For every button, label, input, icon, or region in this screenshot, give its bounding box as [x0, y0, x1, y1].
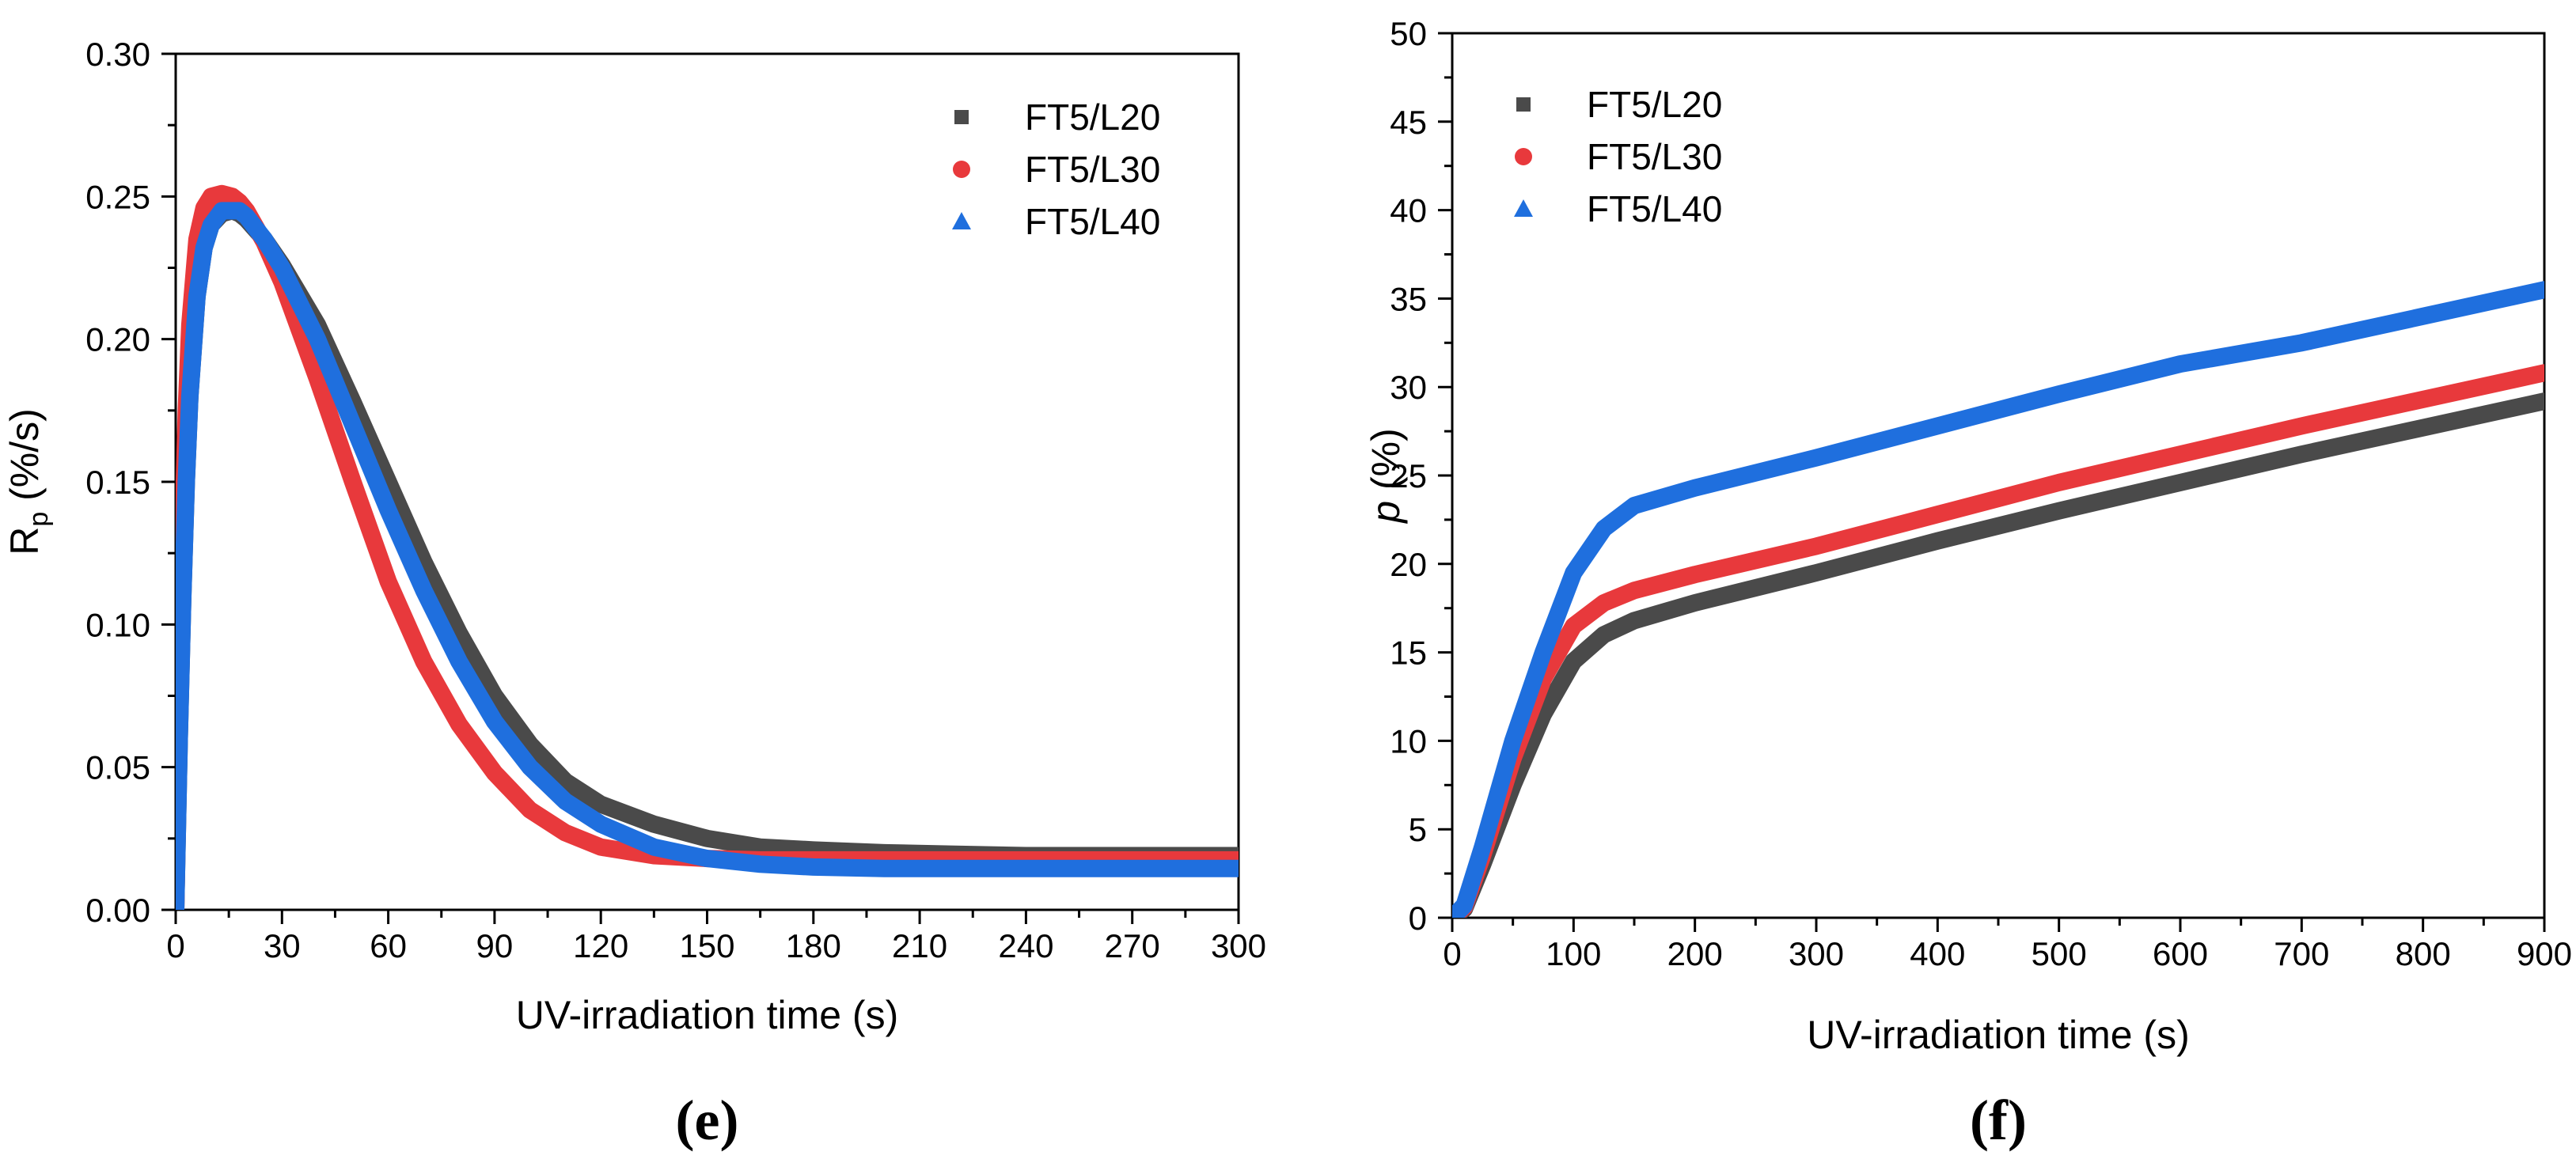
- y-axis-label-sub: p: [24, 512, 54, 527]
- x-tick-label: 800: [2396, 935, 2451, 972]
- x-tick-label: 60: [370, 927, 407, 964]
- x-tick-label: 240: [998, 927, 1053, 964]
- y-tick-label: 5: [1409, 811, 1427, 848]
- legend-marker-square-ft5-l20: [1516, 97, 1531, 112]
- y-axis-label: p (%): [1364, 428, 1408, 524]
- x-tick-label: 500: [2032, 935, 2087, 972]
- legend-marker-circle-ft5-l30: [953, 161, 970, 178]
- y-tick-label: 0.20: [85, 321, 150, 358]
- y-axis-label-main: R: [2, 527, 47, 555]
- panel-label: (f): [1970, 1089, 2027, 1152]
- y-tick-label: 40: [1390, 192, 1427, 229]
- legend: FT5/L20 FT5/L30 FT5/L40: [952, 97, 1160, 242]
- y-axis-label-unit: (%): [1364, 428, 1408, 501]
- y-tick-label: 25: [1390, 457, 1427, 494]
- legend-label-ft5-l20: FT5/L20: [1587, 84, 1722, 125]
- y-tick-label: 35: [1390, 280, 1427, 317]
- series-line-ft5-l30: [1452, 364, 2544, 918]
- x-tick-label: 600: [2153, 935, 2208, 972]
- y-tick-label: 30: [1390, 369, 1427, 406]
- series-line-ft5-l40: [1452, 281, 2544, 918]
- x-tick-label: 900: [2517, 935, 2572, 972]
- y-tick-label: 15: [1390, 635, 1427, 672]
- y-tick-label: 0.25: [85, 178, 150, 215]
- chart-panel-f: 0 100 200 300 400 500 600 700 800 900 0 5 10 15 20 25 30…: [1364, 15, 2572, 1152]
- legend-marker-square-ft5-l20: [954, 110, 969, 124]
- x-tick-label: 270: [1105, 927, 1160, 964]
- x-tick-label: 100: [1546, 935, 1601, 972]
- chart-panel-e: 0 30 60 90 120 150 180 210 240 270 300 0.00 0.05 0.10…: [2, 36, 1266, 1152]
- x-axis-label: UV-irradiation time (s): [1807, 1013, 2189, 1057]
- series-line-ft5-l40: [176, 202, 1239, 910]
- y-tick-label: 0: [1409, 900, 1427, 937]
- x-tick-label: 0: [1443, 935, 1461, 972]
- legend-label-ft5-l30: FT5/L30: [1587, 136, 1722, 177]
- legend: FT5/L20 FT5/L30 FT5/L40: [1514, 84, 1722, 229]
- legend-label-ft5-l40: FT5/L40: [1025, 201, 1160, 242]
- y-axis-label-unit: (%/s): [2, 408, 47, 512]
- legend-marker-triangle-ft5-l40: [952, 212, 971, 229]
- legend-label-ft5-l30: FT5/L30: [1025, 149, 1160, 190]
- series-line-ft5-l30: [176, 184, 1239, 910]
- x-tick-label: 700: [2274, 935, 2329, 972]
- x-tick-label: 300: [1211, 927, 1266, 964]
- y-tick-label: 0.10: [85, 606, 150, 643]
- x-tick-label: 180: [786, 927, 841, 964]
- y-tick-label: 0.05: [85, 749, 150, 786]
- series-line-ft5-l20: [176, 202, 1239, 910]
- x-tick-label: 0: [166, 927, 184, 964]
- y-axis-label: Rp (%/s): [2, 408, 54, 555]
- y-tick-label: 0.30: [85, 36, 150, 73]
- x-tick-label: 150: [679, 927, 734, 964]
- series-group: [176, 184, 1239, 910]
- panel-label: (e): [676, 1089, 739, 1152]
- y-tick-label: 10: [1390, 722, 1427, 760]
- legend-label-ft5-l20: FT5/L20: [1025, 97, 1160, 138]
- y-axis-label-main: p: [1364, 501, 1408, 525]
- series-group: [1452, 281, 2544, 918]
- x-tick-label: 210: [892, 927, 947, 964]
- x-tick-label: 300: [1789, 935, 1844, 972]
- legend-marker-circle-ft5-l30: [1515, 148, 1532, 165]
- x-tick-label: 90: [476, 927, 514, 964]
- y-tick-label: 20: [1390, 546, 1427, 583]
- y-tick-label: 50: [1390, 15, 1427, 52]
- y-tick-label: 0.15: [85, 464, 150, 501]
- legend-label-ft5-l40: FT5/L40: [1587, 188, 1722, 229]
- x-axis-label: UV-irradiation time (s): [516, 993, 898, 1037]
- series-line-ft5-l20: [1452, 392, 2544, 918]
- x-tick-label: 120: [573, 927, 628, 964]
- x-tick-label: 200: [1667, 935, 1723, 972]
- x-tick-label: 400: [1910, 935, 1965, 972]
- legend-marker-triangle-ft5-l40: [1514, 199, 1533, 217]
- y-tick-label: 45: [1390, 104, 1427, 141]
- x-tick-label: 30: [264, 927, 301, 964]
- y-tick-label: 0.00: [85, 892, 150, 929]
